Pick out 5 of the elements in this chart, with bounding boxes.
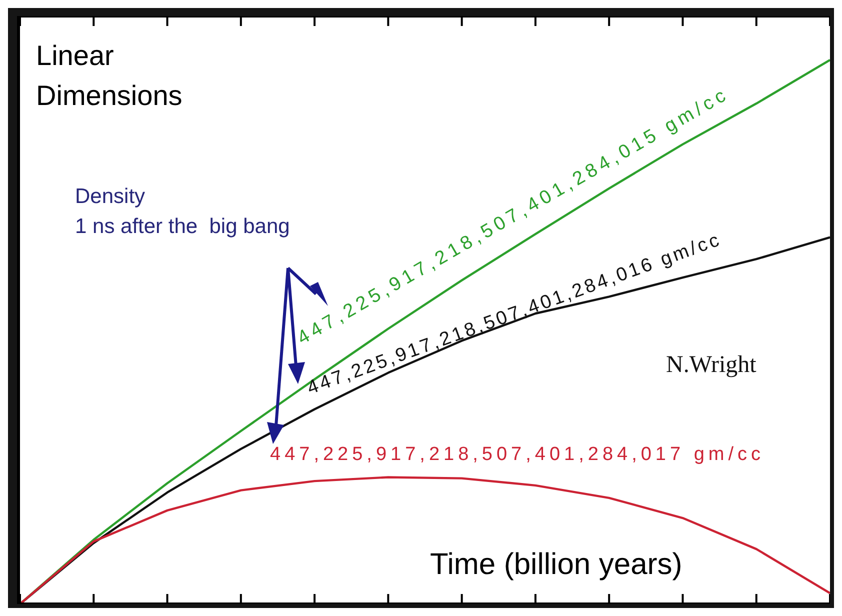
series-label: 447,225,917,218,507,401,284,017 gm/cc bbox=[270, 444, 765, 466]
annotation: N.Wright bbox=[666, 351, 756, 380]
annotation: Density 1 ns after the big bang bbox=[75, 184, 290, 240]
y-axis-title: Linear Dimensions bbox=[36, 39, 182, 113]
x-axis-title: Time (billion years) bbox=[430, 548, 682, 582]
